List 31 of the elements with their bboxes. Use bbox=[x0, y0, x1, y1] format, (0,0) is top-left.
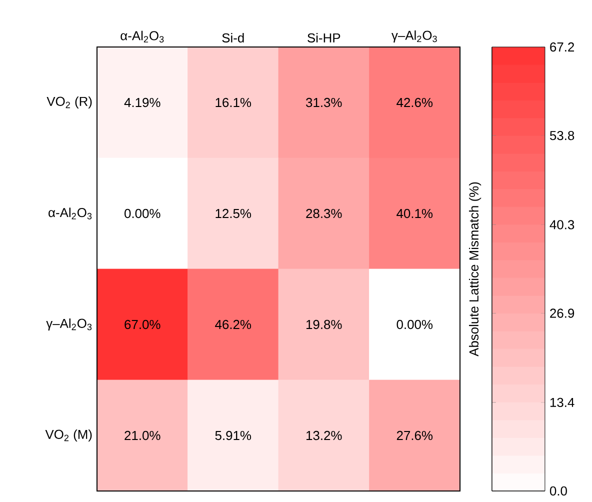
data-label: 0.00% bbox=[124, 208, 160, 218]
data-label: 31.3% bbox=[306, 98, 342, 108]
y-tick-label: α-Al$_{2}$O$_{3}$ bbox=[48, 208, 92, 220]
data-label: 19.8% bbox=[306, 320, 342, 330]
data-label: 13.2% bbox=[306, 430, 342, 440]
x-tick-label: Si-d bbox=[222, 32, 244, 42]
data-label: 46.2% bbox=[215, 320, 252, 330]
data-label: 40.1% bbox=[396, 208, 433, 218]
data-label: 28.3% bbox=[306, 208, 342, 218]
data-label: 67.0% bbox=[124, 320, 160, 330]
color-bar-label: 0.0 bbox=[550, 486, 567, 496]
color-bar-title: Absolute Lattice Mismatch (%) bbox=[468, 182, 482, 356]
data-label: 12.5% bbox=[216, 208, 252, 218]
color-bar-label: 67.2 bbox=[550, 42, 574, 52]
data-label: 16.1% bbox=[216, 98, 252, 108]
y-tick-label: γ–Al$_{2}$O$_{3}$ bbox=[46, 318, 92, 331]
y-tick-label: VO$_{2}$ (R) bbox=[46, 96, 92, 109]
x-tick-label: Si-HP bbox=[308, 32, 340, 42]
x-tick-label: γ–Al$_{2}$O$_{3}$ bbox=[391, 30, 437, 42]
data-label: 21.0% bbox=[124, 430, 160, 440]
data-label: 27.6% bbox=[396, 430, 433, 440]
color-bar-label: 13.4 bbox=[550, 398, 574, 408]
data-label: 5.91% bbox=[215, 430, 252, 440]
data-label: 4.19% bbox=[124, 98, 160, 108]
color-bar-label: 53.8 bbox=[550, 130, 574, 140]
color-bar-label: 40.3 bbox=[550, 220, 574, 230]
x-tick-label: α-Al$_{2}$O$_{3}$ bbox=[120, 30, 164, 42]
color-bar-label: 26.9 bbox=[550, 308, 574, 318]
data-label: 42.6% bbox=[396, 98, 433, 108]
y-tick-label: VO$_{2}$ (M) bbox=[45, 429, 92, 442]
data-label: 0.00% bbox=[396, 320, 433, 330]
